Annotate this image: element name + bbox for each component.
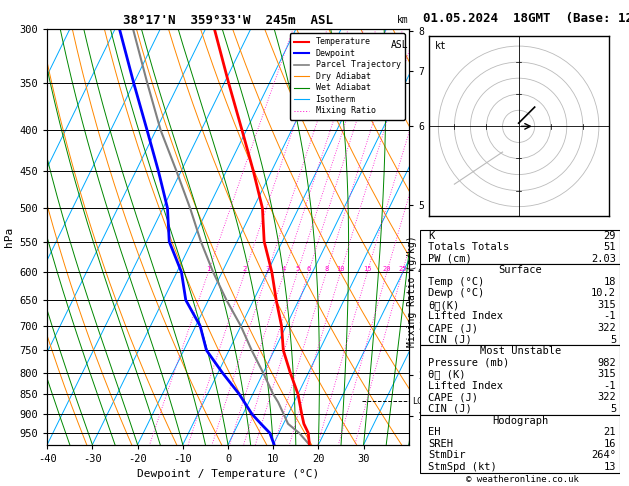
Text: LCL: LCL bbox=[413, 397, 428, 406]
Text: 5: 5 bbox=[610, 334, 616, 345]
Text: -1: -1 bbox=[604, 381, 616, 391]
Text: 10: 10 bbox=[337, 266, 345, 272]
Text: 6: 6 bbox=[306, 266, 311, 272]
Text: 8: 8 bbox=[325, 266, 328, 272]
Text: 3: 3 bbox=[265, 266, 270, 272]
Text: Dewp (°C): Dewp (°C) bbox=[428, 288, 484, 298]
Text: © weatheronline.co.uk: © weatheronline.co.uk bbox=[465, 474, 579, 484]
Text: ASL: ASL bbox=[391, 39, 409, 50]
Text: StmDir: StmDir bbox=[428, 450, 465, 460]
Text: 20: 20 bbox=[382, 266, 391, 272]
Text: 10.2: 10.2 bbox=[591, 288, 616, 298]
Text: 5: 5 bbox=[610, 404, 616, 414]
Bar bbox=[420, 346, 620, 415]
Legend: Temperature, Dewpoint, Parcel Trajectory, Dry Adiabat, Wet Adiabat, Isotherm, Mi: Temperature, Dewpoint, Parcel Trajectory… bbox=[290, 34, 404, 120]
Text: 264°: 264° bbox=[591, 450, 616, 460]
Text: 15: 15 bbox=[363, 266, 372, 272]
Text: 13: 13 bbox=[604, 462, 616, 472]
Text: 5: 5 bbox=[296, 266, 299, 272]
Y-axis label: hPa: hPa bbox=[4, 227, 14, 247]
Text: 982: 982 bbox=[598, 358, 616, 368]
Text: CIN (J): CIN (J) bbox=[428, 404, 472, 414]
Text: SREH: SREH bbox=[428, 439, 453, 449]
Bar bbox=[420, 415, 620, 472]
Title: 38°17'N  359°33'W  245m  ASL: 38°17'N 359°33'W 245m ASL bbox=[123, 14, 333, 27]
Text: 4: 4 bbox=[282, 266, 286, 272]
Text: Mixing Ratio (g/kg): Mixing Ratio (g/kg) bbox=[407, 236, 417, 347]
Text: km: km bbox=[397, 15, 409, 25]
Text: 18: 18 bbox=[604, 277, 616, 287]
Text: CAPE (J): CAPE (J) bbox=[428, 392, 478, 402]
Text: Lifted Index: Lifted Index bbox=[428, 381, 503, 391]
Text: 29: 29 bbox=[604, 230, 616, 241]
X-axis label: Dewpoint / Temperature (°C): Dewpoint / Temperature (°C) bbox=[137, 469, 319, 479]
Text: 51: 51 bbox=[604, 242, 616, 252]
Text: Temp (°C): Temp (°C) bbox=[428, 277, 484, 287]
Text: Surface: Surface bbox=[498, 265, 542, 275]
Text: 322: 322 bbox=[598, 392, 616, 402]
Text: Pressure (mb): Pressure (mb) bbox=[428, 358, 509, 368]
Text: kt: kt bbox=[435, 41, 447, 52]
Text: 315: 315 bbox=[598, 369, 616, 379]
Text: 01.05.2024  18GMT  (Base: 12): 01.05.2024 18GMT (Base: 12) bbox=[423, 12, 629, 25]
Text: Most Unstable: Most Unstable bbox=[479, 346, 561, 356]
Text: CAPE (J): CAPE (J) bbox=[428, 323, 478, 333]
Text: Hodograph: Hodograph bbox=[492, 416, 548, 426]
Bar bbox=[420, 230, 620, 264]
Text: -1: -1 bbox=[604, 312, 616, 321]
Text: StmSpd (kt): StmSpd (kt) bbox=[428, 462, 497, 472]
Text: θᴇ (K): θᴇ (K) bbox=[428, 369, 465, 379]
Text: 25: 25 bbox=[398, 266, 406, 272]
Text: Totals Totals: Totals Totals bbox=[428, 242, 509, 252]
Text: 2.03: 2.03 bbox=[591, 254, 616, 263]
Text: θᴇ(K): θᴇ(K) bbox=[428, 300, 459, 310]
Text: 315: 315 bbox=[598, 300, 616, 310]
Bar bbox=[420, 264, 620, 346]
Text: 2: 2 bbox=[243, 266, 247, 272]
Text: 322: 322 bbox=[598, 323, 616, 333]
Text: 21: 21 bbox=[604, 427, 616, 437]
Text: EH: EH bbox=[428, 427, 441, 437]
Text: 1: 1 bbox=[206, 266, 211, 272]
Text: CIN (J): CIN (J) bbox=[428, 334, 472, 345]
Text: Lifted Index: Lifted Index bbox=[428, 312, 503, 321]
Text: PW (cm): PW (cm) bbox=[428, 254, 472, 263]
Text: 16: 16 bbox=[604, 439, 616, 449]
Text: K: K bbox=[428, 230, 435, 241]
